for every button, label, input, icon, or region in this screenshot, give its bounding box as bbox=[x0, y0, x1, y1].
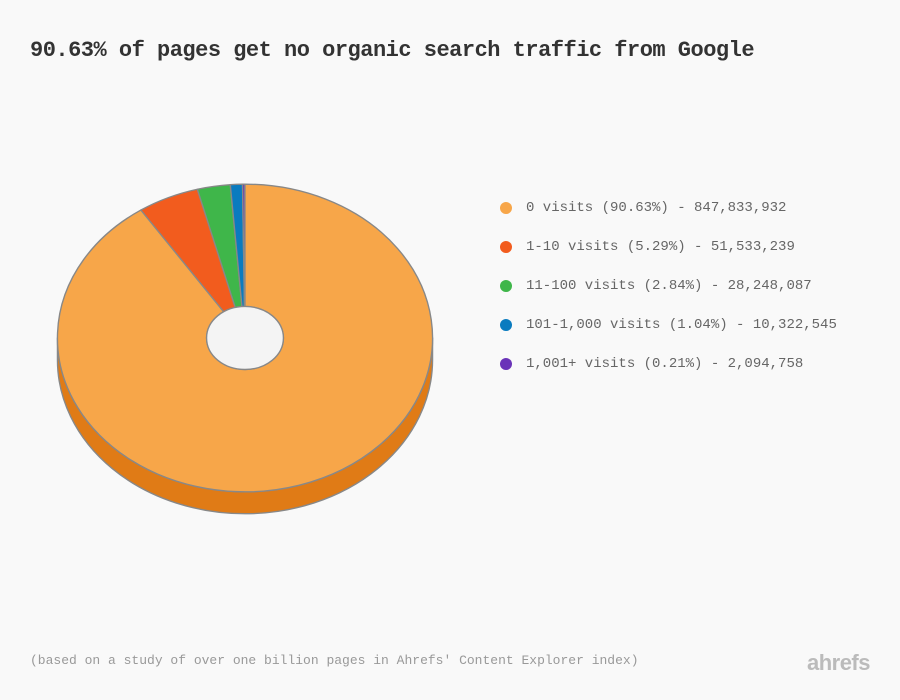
legend-label: 1-10 visits (5.29%) - 51,533,239 bbox=[526, 239, 795, 255]
legend-swatch bbox=[500, 241, 512, 253]
chart-legend: 0 visits (90.63%) - 847,833,932 1-10 visi… bbox=[500, 200, 880, 395]
legend-label: 0 visits (90.63%) - 847,833,932 bbox=[526, 200, 786, 216]
legend-label: 101-1,000 visits (1.04%) - 10,322,545 bbox=[526, 317, 837, 333]
legend-label: 1,001+ visits (0.21%) - 2,094,758 bbox=[526, 356, 803, 372]
legend-item: 101-1,000 visits (1.04%) - 10,322,545 bbox=[500, 317, 880, 333]
legend-item: 0 visits (90.63%) - 847,833,932 bbox=[500, 200, 880, 216]
legend-swatch bbox=[500, 319, 512, 331]
brand-logo: ahrefs bbox=[807, 650, 870, 676]
legend-swatch bbox=[500, 202, 512, 214]
legend-item: 1,001+ visits (0.21%) - 2,094,758 bbox=[500, 356, 880, 372]
legend-swatch bbox=[500, 280, 512, 292]
chart-title: 90.63% of pages get no organic search tr… bbox=[30, 38, 754, 63]
chart-footnote: (based on a study of over one billion pa… bbox=[30, 653, 639, 668]
legend-item: 1-10 visits (5.29%) - 51,533,239 bbox=[500, 239, 880, 255]
legend-item: 11-100 visits (2.84%) - 28,248,087 bbox=[500, 278, 880, 294]
legend-label: 11-100 visits (2.84%) - 28,248,087 bbox=[526, 278, 812, 294]
donut-chart bbox=[30, 110, 460, 590]
legend-swatch bbox=[500, 358, 512, 370]
